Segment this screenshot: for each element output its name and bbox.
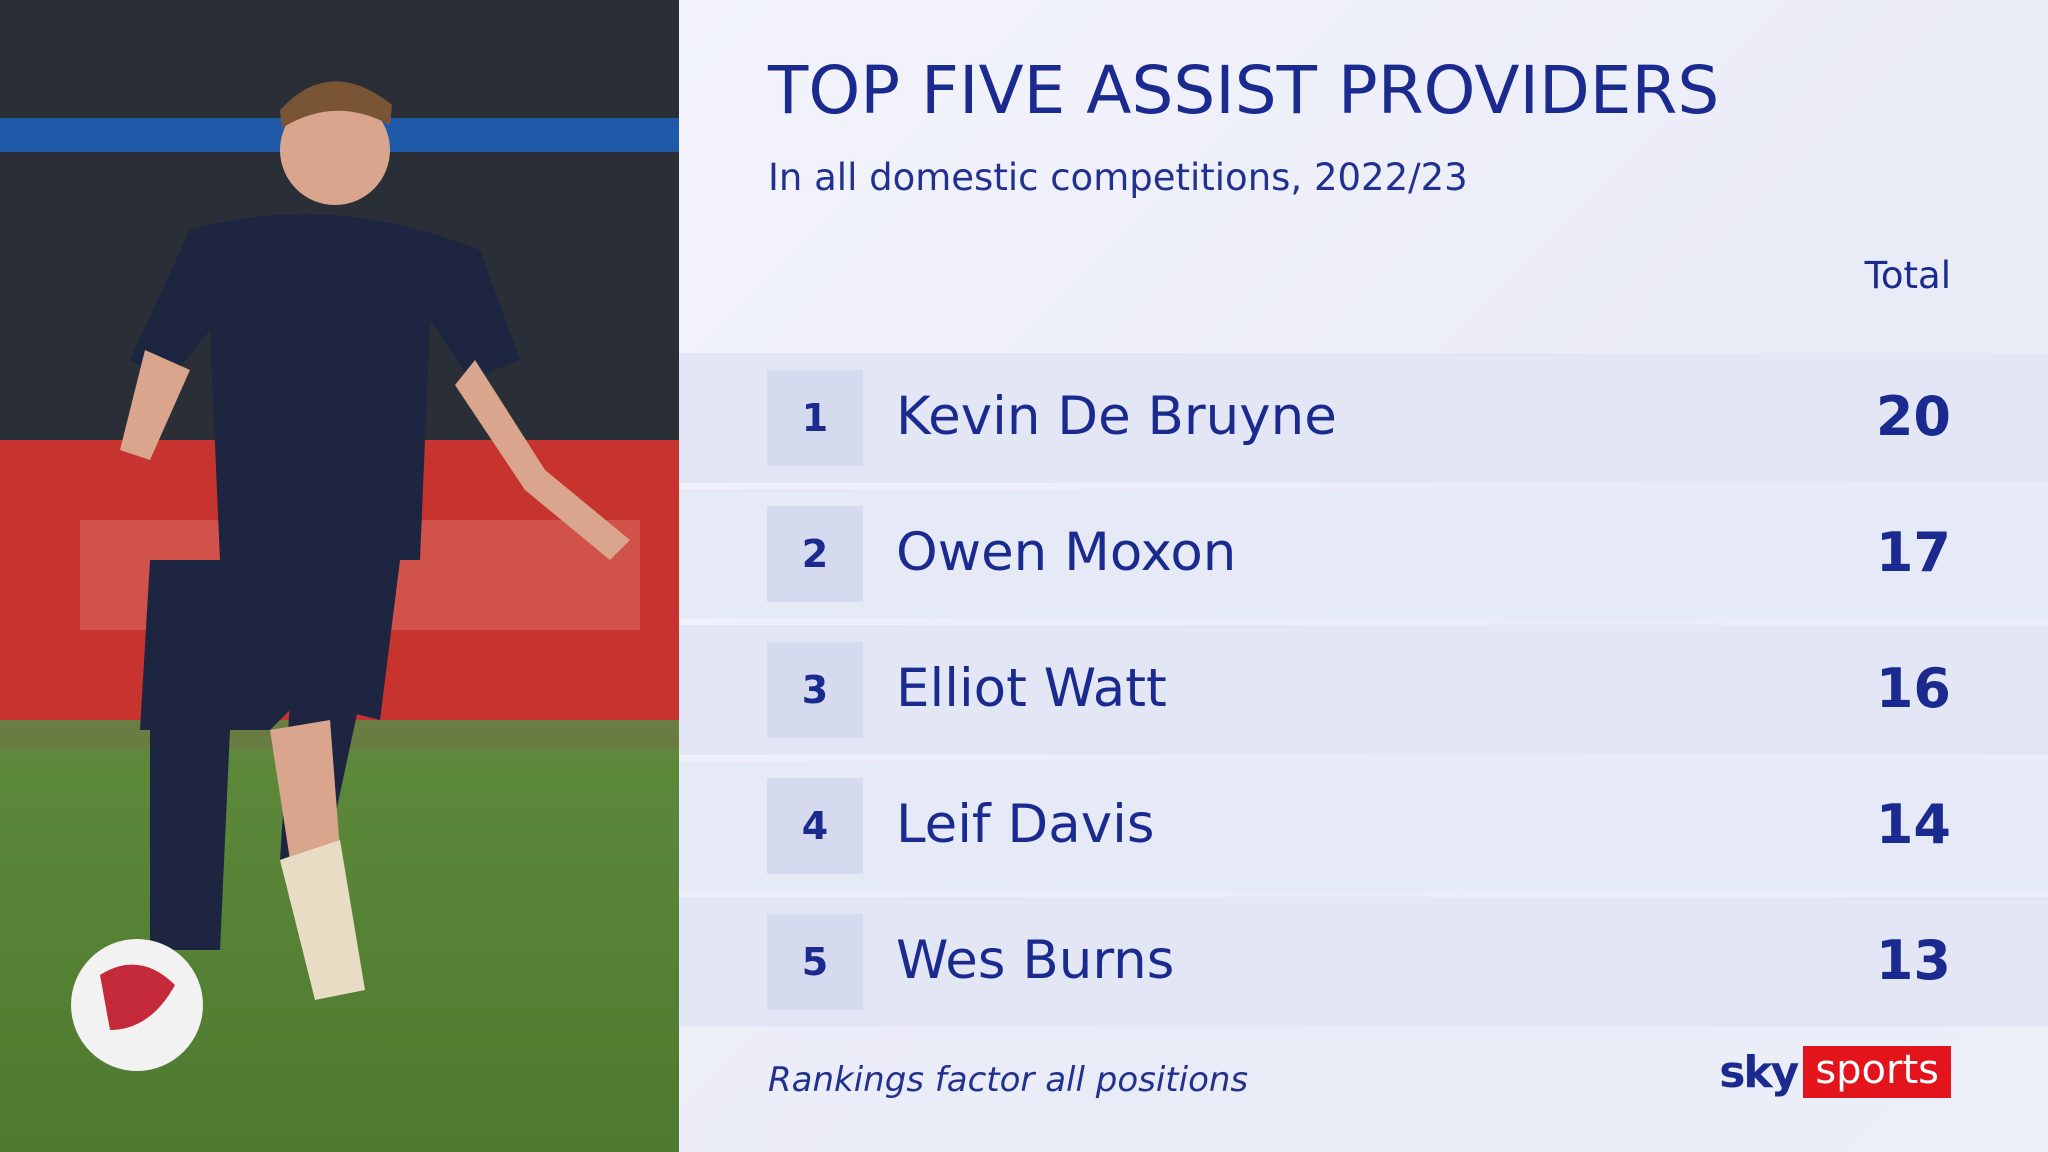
assist-total: 13	[1875, 929, 1951, 992]
assist-total: 17	[1875, 521, 1951, 584]
player-name: Owen Moxon	[896, 522, 1237, 583]
subtitle: In all domestic competitions, 2022/23	[768, 156, 1468, 199]
player-name: Wes Burns	[896, 930, 1175, 991]
player-photo	[0, 0, 679, 1152]
logo-sports: sports	[1803, 1046, 1951, 1098]
rank-badge: 5	[767, 914, 863, 1010]
table-row: 2 Owen Moxon 17	[679, 489, 2048, 619]
table-row: 5 Wes Burns 13	[679, 897, 2048, 1027]
sky-sports-logo: sky sports	[1719, 1046, 1951, 1098]
footnote: Rankings factor all positions	[768, 1060, 1249, 1100]
rank-badge: 2	[767, 506, 863, 602]
assist-total: 14	[1875, 793, 1951, 856]
rank-badge: 1	[767, 370, 863, 466]
table-panel: TOP FIVE ASSIST PROVIDERS In all domesti…	[679, 0, 2048, 1152]
table-row: 1 Kevin De Bruyne 20	[679, 353, 2048, 483]
column-header: Total	[1864, 254, 1951, 297]
assist-total: 20	[1875, 385, 1951, 448]
title: TOP FIVE ASSIST PROVIDERS	[768, 52, 1720, 129]
table-row: 3 Elliot Watt 16	[679, 625, 2048, 755]
table-row: 4 Leif Davis 14	[679, 761, 2048, 891]
logo-sky: sky	[1719, 1046, 1799, 1098]
player-name: Leif Davis	[896, 794, 1155, 855]
assist-total: 16	[1875, 657, 1951, 720]
player-name: Elliot Watt	[896, 658, 1167, 719]
player-name: Kevin De Bruyne	[896, 386, 1337, 447]
rank-badge: 4	[767, 778, 863, 874]
rank-badge: 3	[767, 642, 863, 738]
